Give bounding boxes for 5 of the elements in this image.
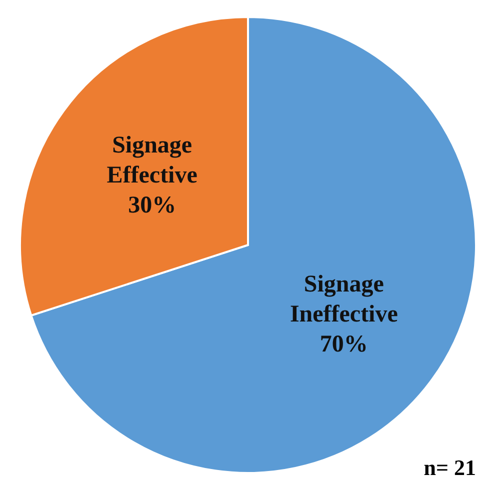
data-label: 30%	[128, 192, 176, 218]
data-label: 70%	[320, 332, 368, 358]
text: n= 21	[424, 455, 476, 481]
slice-label: Signage Ineffective	[290, 272, 398, 328]
slice-label: Signage Effective	[106, 132, 198, 188]
